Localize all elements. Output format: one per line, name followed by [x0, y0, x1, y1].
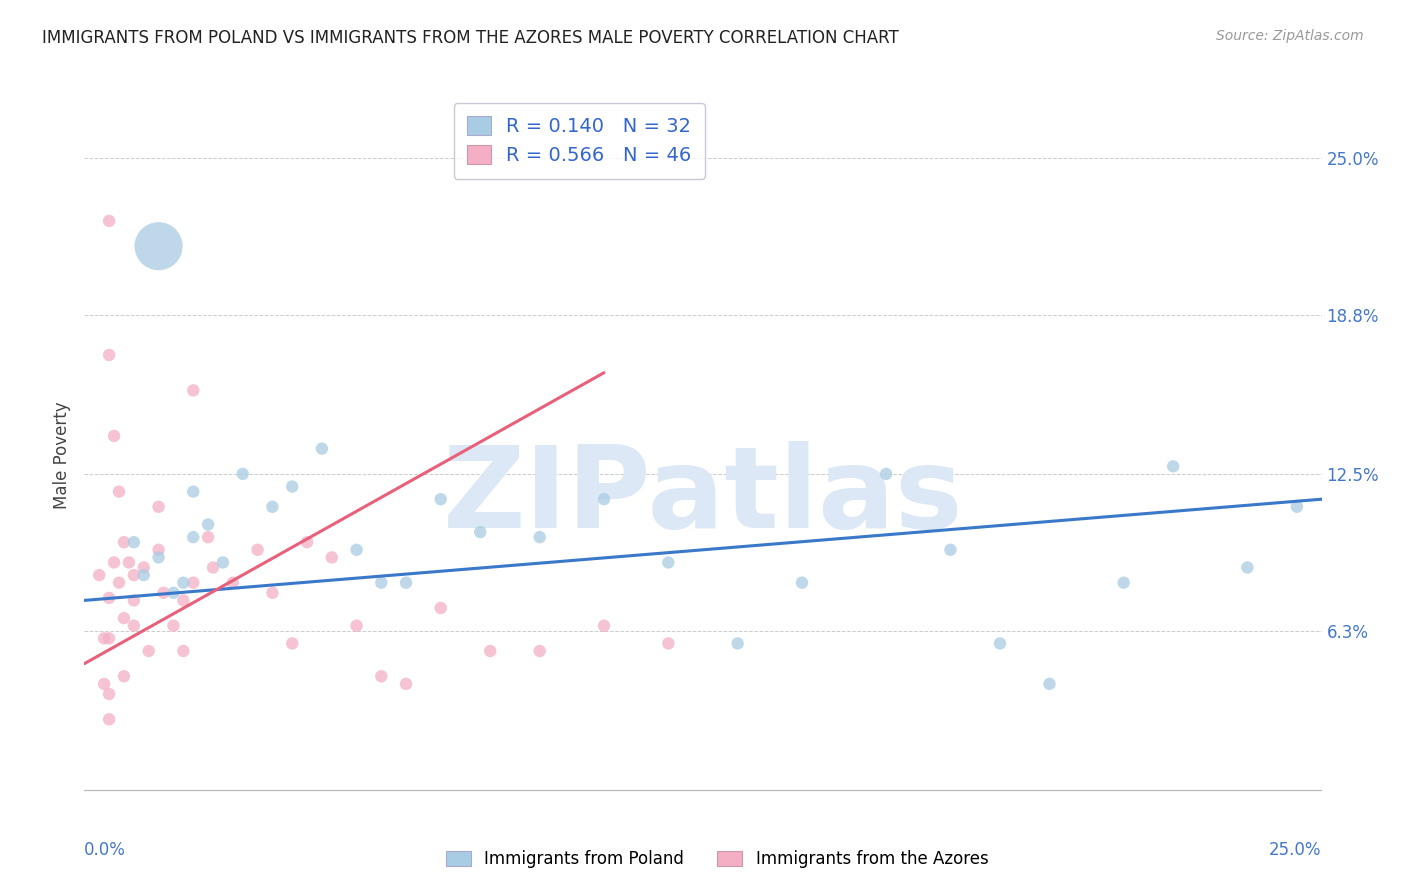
Point: [370, 575, 392, 590]
Point: [112, 535, 135, 549]
Point: [89, 568, 111, 582]
Point: [103, 429, 125, 443]
Point: [395, 575, 418, 590]
Point: [98, 214, 121, 228]
Point: [262, 500, 284, 514]
Point: [181, 484, 204, 499]
Point: [132, 568, 155, 582]
Point: [727, 636, 749, 650]
Point: [122, 593, 145, 607]
Point: [122, 568, 145, 582]
Point: [122, 535, 145, 549]
Point: [148, 542, 170, 557]
Point: [321, 550, 343, 565]
Point: [112, 611, 135, 625]
Point: [197, 517, 219, 532]
Point: [529, 530, 551, 544]
Point: [395, 677, 418, 691]
Point: [108, 575, 131, 590]
Point: [262, 586, 284, 600]
Point: [108, 484, 131, 499]
Point: [657, 556, 679, 570]
Y-axis label: Male Poverty: Male Poverty: [53, 401, 72, 508]
Text: Source: ZipAtlas.com: Source: ZipAtlas.com: [1216, 29, 1364, 44]
Point: [181, 530, 204, 544]
Legend: R = 0.140   N = 32, R = 0.566   N = 46: R = 0.140 N = 32, R = 0.566 N = 46: [454, 103, 704, 178]
Point: [1285, 500, 1308, 514]
Point: [162, 618, 184, 632]
Legend: Immigrants from Poland, Immigrants from the Azores: Immigrants from Poland, Immigrants from …: [439, 844, 995, 875]
Point: [281, 479, 304, 493]
Point: [202, 560, 225, 574]
Text: ZIPatlas: ZIPatlas: [443, 442, 963, 552]
Point: [172, 575, 194, 590]
Point: [132, 560, 155, 574]
Text: 0.0%: 0.0%: [84, 841, 127, 859]
Point: [875, 467, 897, 481]
Point: [162, 586, 184, 600]
Point: [790, 575, 813, 590]
Point: [222, 575, 245, 590]
Point: [148, 550, 170, 565]
Point: [346, 542, 368, 557]
Point: [212, 556, 235, 570]
Point: [657, 636, 679, 650]
Point: [295, 535, 318, 549]
Point: [103, 556, 125, 570]
Point: [148, 239, 170, 253]
Point: [152, 586, 174, 600]
Point: [988, 636, 1011, 650]
Point: [98, 632, 121, 646]
Point: [172, 593, 194, 607]
Point: [148, 500, 170, 514]
Text: 25.0%: 25.0%: [1270, 841, 1322, 859]
Point: [1236, 560, 1258, 574]
Point: [112, 669, 135, 683]
Point: [429, 601, 451, 615]
Point: [197, 530, 219, 544]
Point: [98, 591, 121, 605]
Point: [98, 687, 121, 701]
Point: [470, 525, 492, 540]
Point: [138, 644, 160, 658]
Point: [118, 556, 141, 570]
Point: [939, 542, 962, 557]
Point: [232, 467, 254, 481]
Point: [281, 636, 304, 650]
Text: IMMIGRANTS FROM POLAND VS IMMIGRANTS FROM THE AZORES MALE POVERTY CORRELATION CH: IMMIGRANTS FROM POLAND VS IMMIGRANTS FRO…: [42, 29, 898, 47]
Point: [93, 677, 115, 691]
Point: [593, 492, 616, 507]
Point: [181, 384, 204, 398]
Point: [181, 575, 204, 590]
Point: [429, 492, 451, 507]
Point: [93, 632, 115, 646]
Point: [1038, 677, 1060, 691]
Point: [122, 618, 145, 632]
Point: [172, 644, 194, 658]
Point: [98, 712, 121, 726]
Point: [370, 669, 392, 683]
Point: [98, 348, 121, 362]
Point: [246, 542, 269, 557]
Point: [311, 442, 333, 456]
Point: [1112, 575, 1135, 590]
Point: [479, 644, 502, 658]
Point: [593, 618, 616, 632]
Point: [529, 644, 551, 658]
Point: [1161, 459, 1184, 474]
Point: [346, 618, 368, 632]
